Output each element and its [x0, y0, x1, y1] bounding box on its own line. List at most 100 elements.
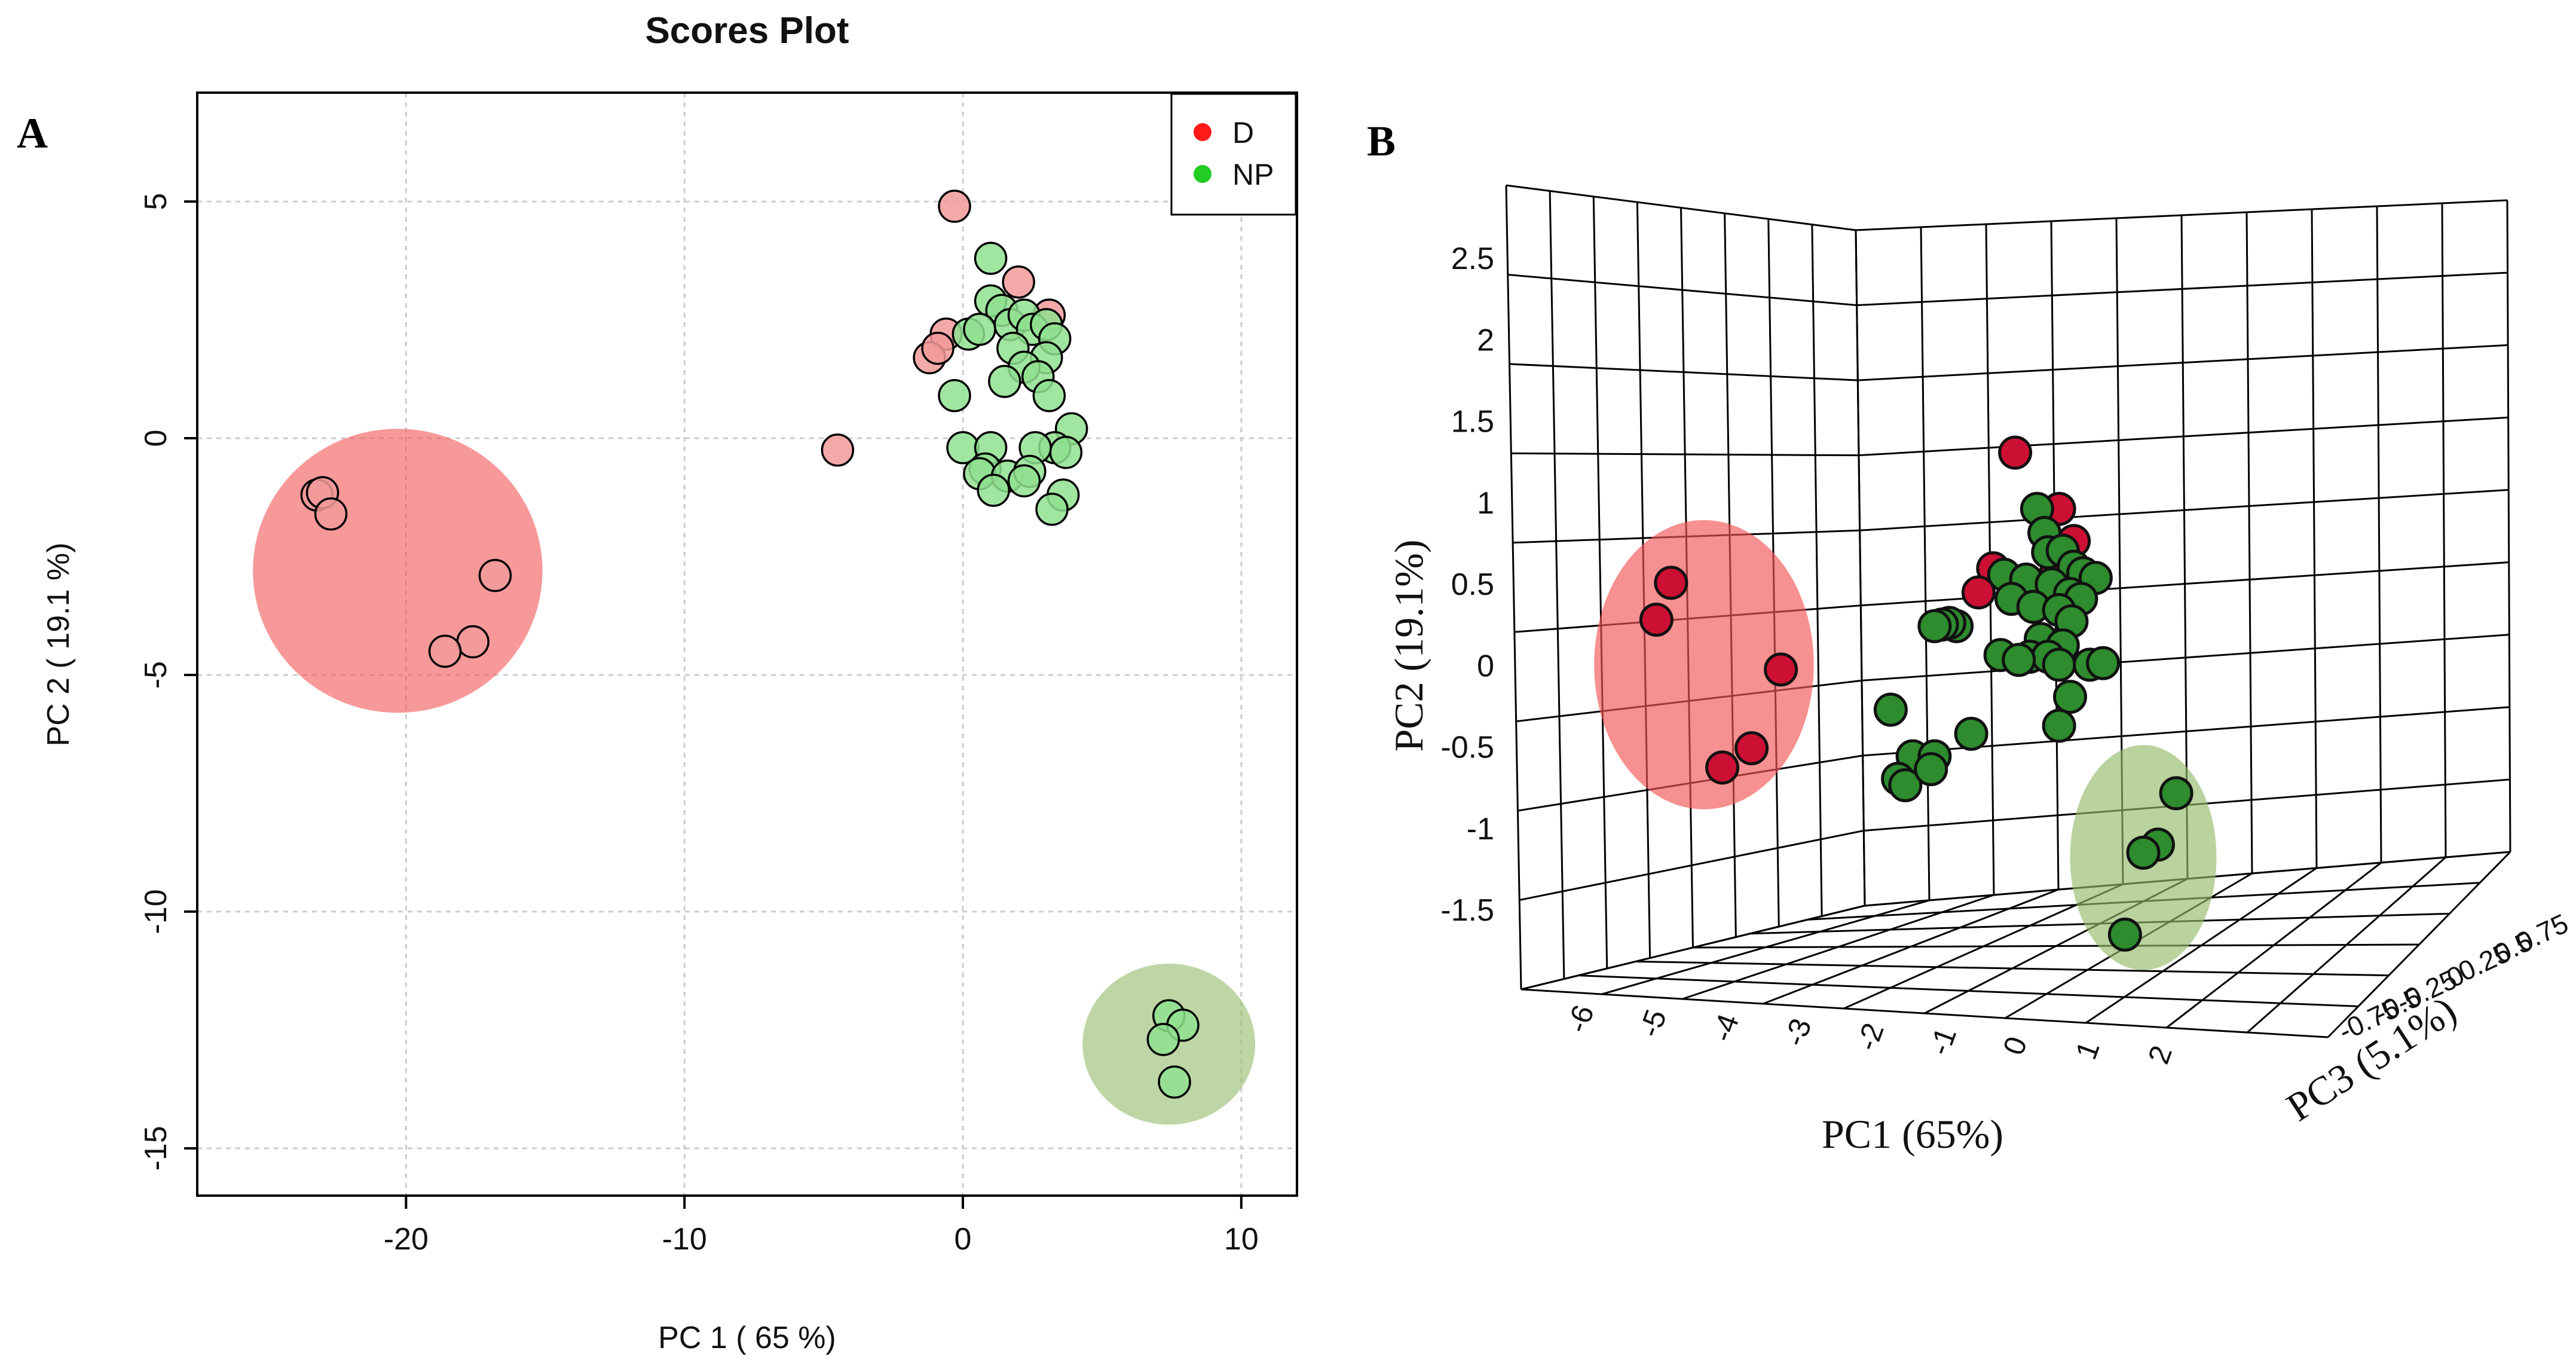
grid-line — [1861, 634, 2510, 682]
x-tick-label: -4 — [1705, 1010, 1746, 1046]
grid-line — [2245, 212, 2253, 874]
legend-marker-np — [1194, 165, 1211, 183]
x-tick-label: 0 — [1996, 1032, 2033, 1059]
point-np — [1035, 493, 1069, 526]
grid-line — [1856, 271, 2508, 307]
grid-line — [1509, 363, 1858, 381]
point-np — [1914, 752, 1948, 787]
point-d — [1998, 435, 2033, 470]
grid-line — [1858, 344, 2508, 381]
point-d — [1654, 566, 1688, 600]
point-d — [1639, 603, 1674, 637]
y-tick-label: 1.5 — [1451, 405, 1494, 439]
grid-line — [1920, 227, 1931, 901]
floor-grid-line — [1693, 943, 2419, 949]
y-tick-label: -0.5 — [1440, 731, 1494, 765]
z-tick-label: 0.75 — [2511, 907, 2573, 958]
point-d — [921, 331, 954, 365]
point-np — [1049, 436, 1083, 469]
chart-title: Scores Plot — [645, 10, 849, 51]
point-np — [2159, 776, 2193, 811]
point-d — [1002, 265, 1035, 299]
y-axis-label: PC 2 ( 19.1 %) — [41, 542, 76, 746]
y-tick-label: 0 — [1477, 649, 1494, 683]
grid-line — [1855, 230, 1866, 906]
grid-line — [1855, 199, 2508, 231]
legend-label-d: D — [1232, 116, 1254, 149]
y-tick-label: 0.5 — [1451, 567, 1494, 602]
point-d — [314, 497, 348, 531]
point-d — [1734, 731, 1769, 766]
point-d — [821, 433, 855, 467]
point-np — [1873, 692, 1908, 727]
point-np — [1007, 464, 1041, 498]
grid-line — [1506, 184, 1856, 231]
x-tick-label: -10 — [662, 1222, 707, 1257]
point-d — [1764, 652, 1798, 687]
x-tick-label: 1 — [2069, 1037, 2106, 1064]
point-np — [977, 473, 1011, 507]
grid-line — [1507, 273, 1857, 307]
y-tick-label: -5 — [139, 661, 173, 689]
y-axis-ticks: 2.5 2 1.5 1 0.5 0 -0.5 -1 -1.5 — [1440, 242, 1494, 928]
x-tick-label: -20 — [384, 1222, 429, 1257]
y-tick-label: -10 — [139, 889, 173, 934]
grid-line — [1505, 185, 1522, 990]
x-tick-label: -2 — [1850, 1019, 1890, 1055]
confidence-ellipses — [253, 429, 1256, 1125]
point-np — [1146, 1022, 1180, 1056]
x-tick-label: -6 — [1560, 1001, 1601, 1037]
grid-line — [1549, 191, 1565, 979]
y-tick-label: 1 — [1477, 486, 1494, 521]
y-tick-label: -1.5 — [1440, 893, 1494, 928]
grid-line — [1592, 196, 1608, 969]
point-np — [988, 365, 1021, 398]
grid-line — [1519, 829, 1864, 902]
y-axis-label: PC2 (19.1%) — [1386, 539, 1431, 751]
floor-grid-line — [1520, 988, 2329, 1038]
point-np — [938, 379, 971, 412]
x-axis-ticks: -20 -10 0 10 — [384, 1196, 1259, 1257]
point-np — [2042, 647, 2076, 682]
point-d — [478, 558, 512, 592]
panel-b-label: B — [1367, 117, 1396, 165]
point-np — [1917, 609, 1952, 643]
x-tick-label: -1 — [1922, 1023, 1963, 1059]
floor-grid-line — [1635, 960, 2389, 977]
legend-box — [1170, 93, 1297, 216]
y-axis-ticks: 5 0 -5 -10 -15 — [139, 193, 197, 1171]
point-d — [1705, 750, 1740, 785]
point-np — [2053, 680, 2087, 714]
y-tick-label: 0 — [139, 430, 173, 447]
legend-marker-d — [1194, 123, 1211, 141]
y-tick-label: 2.5 — [1451, 242, 1494, 276]
floor-grid-line — [1578, 974, 2358, 1007]
point-d — [938, 190, 971, 223]
x-tick-label: 0 — [954, 1222, 972, 1257]
data-points — [300, 190, 1200, 1099]
point-np — [1158, 1065, 1191, 1099]
grid-line — [1858, 416, 2508, 457]
grid-line — [2311, 209, 2318, 869]
y-tick-label: -15 — [139, 1126, 173, 1171]
scores-plot-3d: -6 -5 -4 -3 -2 -1 0 1 2 2.5 2 1.5 1 0.5 0 -0.5 -1 -1.5 -… — [1386, 184, 2573, 1157]
point-np — [974, 242, 1008, 275]
point-d — [456, 625, 489, 659]
point-np — [2086, 646, 2121, 680]
x-axis-label: PC 1 ( 65 %) — [658, 1321, 836, 1355]
point-np — [1032, 379, 1066, 412]
x-axis-label: PC1 (65%) — [1822, 1111, 2003, 1157]
grid-line — [2441, 203, 2447, 858]
legend-label-np: NP — [1232, 158, 1274, 191]
data-points — [1639, 435, 2193, 952]
grid-line — [2506, 200, 2511, 852]
legend: D NP — [1170, 93, 1297, 216]
grid-line — [2376, 206, 2382, 863]
point-d — [428, 634, 462, 668]
grid-line — [1859, 488, 2509, 531]
point-np — [1888, 768, 1923, 802]
point-np — [2107, 917, 2142, 952]
point-np — [2042, 708, 2076, 743]
y-tick-label: -1 — [1467, 812, 1494, 847]
panel-a-label: A — [17, 109, 48, 157]
